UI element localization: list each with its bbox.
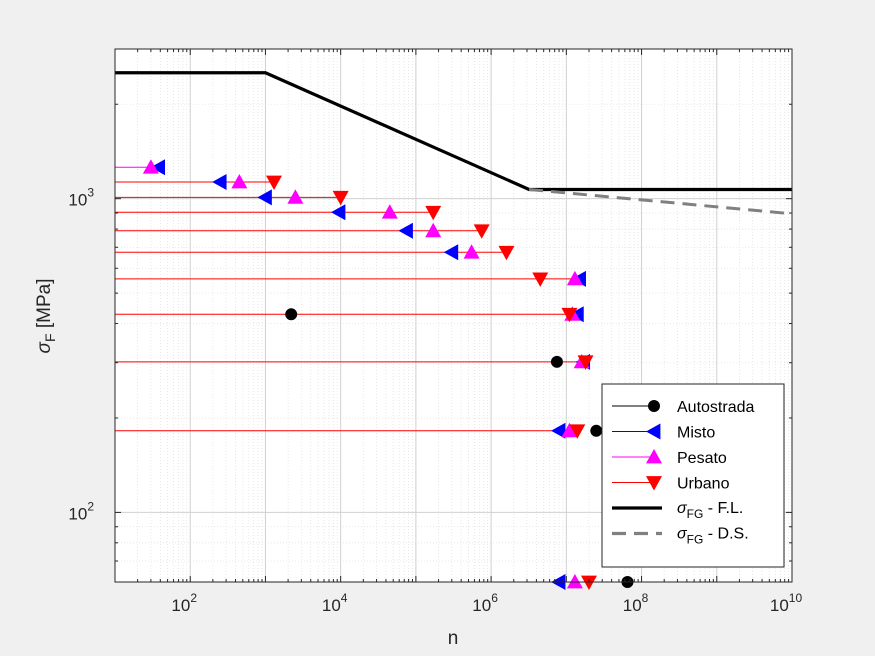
urbano-marker — [569, 424, 586, 439]
legend-marker-pesato — [646, 449, 662, 464]
y-tick-label: 103 — [68, 186, 94, 210]
x-tick-label: 106 — [472, 591, 498, 615]
misto-marker — [150, 159, 166, 176]
x-axis-label: n — [448, 628, 459, 649]
urbano-marker — [532, 272, 549, 287]
x-tick-label: 104 — [322, 591, 348, 615]
data-markers — [142, 159, 634, 590]
urbano-marker — [425, 205, 442, 221]
urbano-marker — [577, 355, 594, 370]
autostrada-marker — [285, 308, 298, 321]
urbano-marker — [266, 175, 283, 191]
legend-label-autostrada: Autostrada — [677, 399, 754, 416]
legend-label-curve: σFG - D.S. — [677, 526, 749, 547]
misto-marker — [212, 174, 227, 191]
legend-box — [601, 383, 785, 568]
urbano-marker — [332, 190, 349, 206]
urbano-marker — [473, 224, 490, 239]
misto-marker — [398, 222, 413, 239]
legend: Autostrada Misto Pesato Urbano σFG - F.L. σFG… — [601, 383, 785, 568]
x-tick-label: 102 — [171, 591, 197, 615]
x-axis-ticks: 102 104 106 108 1010 — [114, 49, 803, 615]
y-axis-ticks: 102 103 — [68, 48, 792, 583]
legend-label-urbano: Urbano — [677, 476, 730, 493]
autostrada-marker — [590, 424, 603, 437]
legend-label-pesato: Pesato — [677, 450, 727, 467]
legend-label-curve: σFG - F.L. — [677, 500, 743, 521]
pesato-marker — [231, 174, 248, 189]
pesato-marker — [463, 244, 480, 259]
urbano-marker — [580, 575, 597, 590]
pesato-marker — [566, 270, 583, 286]
pesato-marker — [287, 189, 304, 204]
pesato-marker — [566, 574, 583, 589]
legend-marker-misto — [646, 423, 661, 440]
legend-marker-autostrada — [648, 400, 660, 412]
urbano-marker — [561, 307, 578, 323]
urbano-marker — [498, 245, 515, 261]
legend-marker-urbano — [646, 476, 662, 491]
misto-marker — [443, 244, 459, 261]
x-tick-label: 1010 — [770, 591, 803, 615]
legend-label-misto: Misto — [677, 425, 715, 442]
pesato-marker — [381, 204, 398, 219]
pesato-marker — [425, 222, 442, 238]
reference-curves — [115, 71, 793, 216]
x-tick-label: 108 — [623, 591, 649, 615]
pesato-marker — [561, 422, 578, 438]
misto-marker — [551, 422, 566, 439]
y-axis-label: σF [MPa] — [34, 279, 58, 354]
curve-ds — [528, 187, 793, 216]
curve-fl — [115, 71, 792, 192]
plot-frame — [114, 48, 793, 583]
autostrada-marker — [550, 355, 563, 368]
y-tick-label: 102 — [68, 499, 94, 523]
pesato-marker — [142, 159, 159, 174]
misto-marker — [330, 204, 346, 221]
misto-marker — [257, 189, 272, 206]
